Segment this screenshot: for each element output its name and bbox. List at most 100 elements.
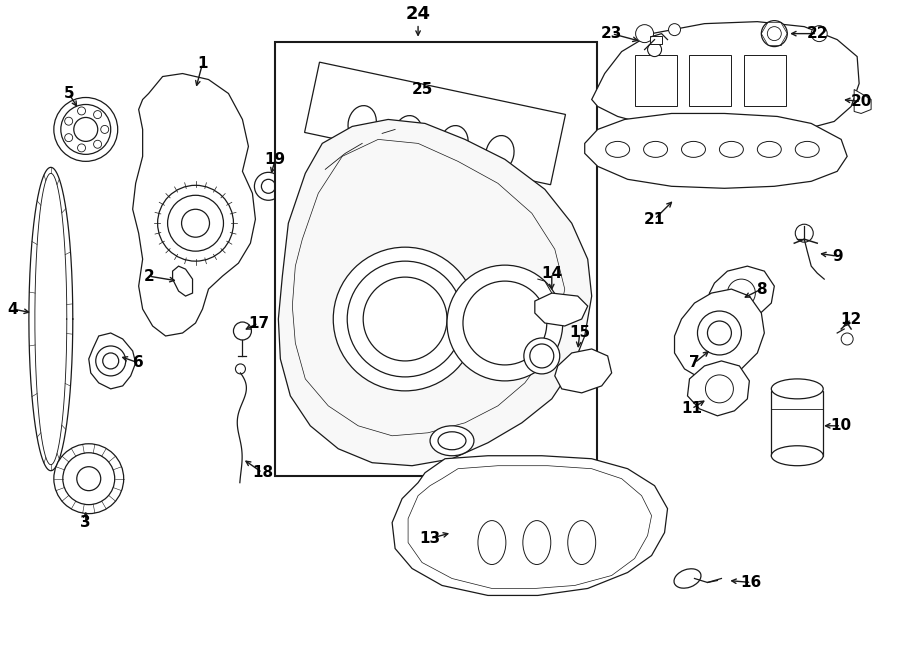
Bar xyxy=(771,391,824,455)
Circle shape xyxy=(635,24,653,42)
Circle shape xyxy=(77,144,86,152)
Circle shape xyxy=(648,42,662,57)
Text: 12: 12 xyxy=(841,311,862,327)
Ellipse shape xyxy=(681,141,706,157)
Polygon shape xyxy=(304,62,565,184)
Polygon shape xyxy=(674,289,764,379)
Text: 9: 9 xyxy=(832,249,842,264)
Text: 8: 8 xyxy=(756,282,767,297)
Circle shape xyxy=(463,281,547,365)
Circle shape xyxy=(347,261,463,377)
Ellipse shape xyxy=(674,568,701,588)
Text: 3: 3 xyxy=(80,515,91,530)
Ellipse shape xyxy=(478,521,506,564)
Circle shape xyxy=(706,375,734,403)
Ellipse shape xyxy=(771,446,824,466)
Ellipse shape xyxy=(523,521,551,564)
Polygon shape xyxy=(392,455,668,596)
Text: 22: 22 xyxy=(806,26,828,41)
Bar xyxy=(744,55,787,106)
Text: 13: 13 xyxy=(419,531,441,546)
Text: 6: 6 xyxy=(133,356,144,370)
Polygon shape xyxy=(591,22,860,134)
Ellipse shape xyxy=(486,136,514,171)
Circle shape xyxy=(101,126,109,134)
Ellipse shape xyxy=(606,141,630,157)
Text: 21: 21 xyxy=(644,212,665,227)
Circle shape xyxy=(77,107,86,115)
Text: 18: 18 xyxy=(252,465,273,480)
Text: 19: 19 xyxy=(265,152,286,167)
Polygon shape xyxy=(854,89,871,114)
Circle shape xyxy=(530,344,554,368)
Text: 20: 20 xyxy=(850,94,872,109)
Ellipse shape xyxy=(438,432,466,449)
Bar xyxy=(275,42,597,476)
Text: 2: 2 xyxy=(143,268,154,284)
Text: 7: 7 xyxy=(689,356,700,370)
Circle shape xyxy=(727,279,755,307)
Text: 4: 4 xyxy=(7,301,18,317)
Circle shape xyxy=(103,353,119,369)
Circle shape xyxy=(524,338,560,374)
Ellipse shape xyxy=(430,426,474,455)
Bar xyxy=(650,36,662,44)
Polygon shape xyxy=(554,349,612,393)
Circle shape xyxy=(669,24,680,36)
Ellipse shape xyxy=(394,116,422,151)
Circle shape xyxy=(698,311,742,355)
Ellipse shape xyxy=(440,126,468,161)
Circle shape xyxy=(76,467,101,490)
Text: 17: 17 xyxy=(248,315,269,330)
Circle shape xyxy=(74,118,98,141)
Circle shape xyxy=(65,134,73,141)
Text: 23: 23 xyxy=(601,26,622,41)
Bar xyxy=(634,55,677,106)
Circle shape xyxy=(54,97,118,161)
Ellipse shape xyxy=(796,141,819,157)
Text: 24: 24 xyxy=(406,5,430,22)
Circle shape xyxy=(65,117,73,125)
Ellipse shape xyxy=(348,106,376,141)
Circle shape xyxy=(364,277,447,361)
Circle shape xyxy=(255,173,283,200)
Circle shape xyxy=(447,265,562,381)
Text: 10: 10 xyxy=(831,418,851,434)
Circle shape xyxy=(94,110,102,118)
Ellipse shape xyxy=(758,141,781,157)
Circle shape xyxy=(182,210,210,237)
Circle shape xyxy=(333,247,477,391)
Circle shape xyxy=(842,333,853,345)
Ellipse shape xyxy=(771,379,824,399)
Polygon shape xyxy=(707,266,774,323)
Circle shape xyxy=(61,104,111,155)
Circle shape xyxy=(796,224,814,242)
Ellipse shape xyxy=(719,141,743,157)
Text: 15: 15 xyxy=(569,325,590,340)
Text: 25: 25 xyxy=(411,82,433,97)
Polygon shape xyxy=(688,361,750,416)
Polygon shape xyxy=(173,266,193,296)
Circle shape xyxy=(94,140,102,148)
Polygon shape xyxy=(585,114,847,188)
Circle shape xyxy=(167,195,223,251)
Circle shape xyxy=(811,26,827,42)
Text: 1: 1 xyxy=(197,56,208,71)
Ellipse shape xyxy=(568,521,596,564)
Text: 5: 5 xyxy=(64,86,74,101)
Polygon shape xyxy=(132,73,256,336)
Circle shape xyxy=(54,444,123,514)
Polygon shape xyxy=(89,333,136,389)
Polygon shape xyxy=(278,120,591,466)
Ellipse shape xyxy=(644,141,668,157)
Text: 11: 11 xyxy=(681,401,702,416)
Circle shape xyxy=(63,453,114,504)
Circle shape xyxy=(261,179,275,193)
Polygon shape xyxy=(535,293,588,326)
Circle shape xyxy=(95,346,126,376)
Circle shape xyxy=(761,20,788,46)
Text: 14: 14 xyxy=(541,266,562,281)
Bar xyxy=(689,55,732,106)
Circle shape xyxy=(707,321,732,345)
Text: 16: 16 xyxy=(741,575,762,590)
